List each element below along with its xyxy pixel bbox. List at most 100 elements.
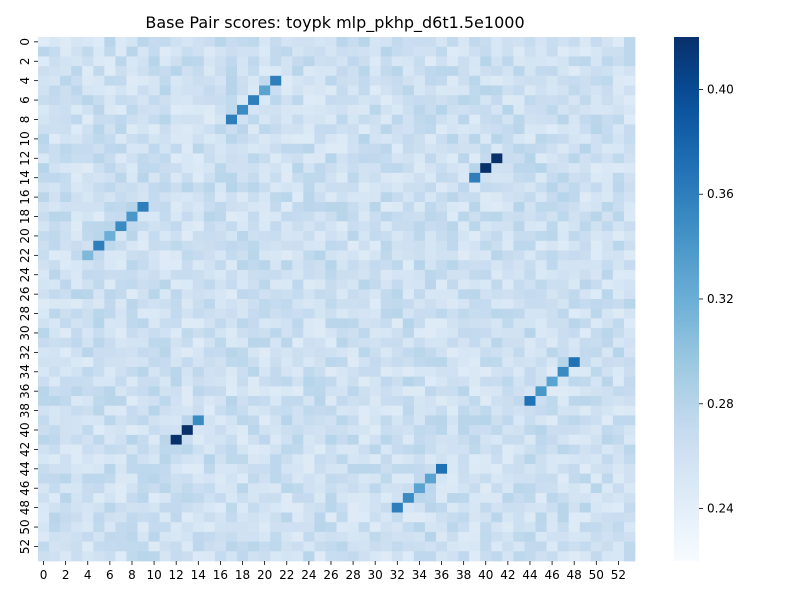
heatmap-cell — [579, 366, 592, 378]
heatmap-cell — [192, 541, 205, 552]
heatmap-cell — [60, 124, 72, 135]
x-tick-label: 48 — [567, 568, 582, 582]
heatmap-cell — [259, 308, 271, 319]
heatmap-cell — [447, 522, 459, 533]
heatmap-cell — [115, 37, 127, 48]
heatmap-cell — [71, 415, 83, 426]
heatmap-cell — [347, 250, 360, 261]
heatmap-cell — [491, 522, 503, 533]
heatmap-cell — [181, 454, 194, 465]
heatmap-cell — [104, 192, 116, 203]
heatmap-cell — [380, 211, 393, 222]
heatmap-cell — [612, 415, 625, 426]
heatmap-cell — [358, 347, 371, 358]
heatmap-cell — [281, 318, 293, 329]
heatmap-cell — [159, 279, 172, 290]
heatmap-cell — [590, 56, 603, 67]
heatmap-cell — [612, 318, 625, 329]
heatmap-cell — [104, 269, 116, 280]
heatmap-cell — [612, 46, 625, 57]
heatmap-cell — [248, 299, 260, 310]
heatmap-cell — [325, 531, 337, 542]
heatmap-cell — [192, 434, 205, 445]
heatmap-cell — [336, 454, 348, 465]
heatmap-cell — [170, 211, 183, 222]
heatmap-cell — [601, 37, 614, 48]
heatmap-cell — [38, 143, 50, 154]
heatmap-cell — [148, 299, 161, 310]
heatmap-cell — [214, 444, 227, 455]
y-tick-label: 16 — [18, 189, 32, 204]
heatmap-cell — [557, 289, 570, 300]
heatmap-cell — [38, 328, 50, 339]
heatmap-cell — [314, 114, 326, 125]
heatmap-cell — [590, 444, 603, 455]
heatmap-cell — [535, 66, 547, 77]
heatmap-cell — [391, 337, 404, 348]
heatmap-cell — [281, 95, 293, 106]
heatmap-cell — [270, 231, 282, 242]
heatmap-cell — [49, 502, 61, 513]
heatmap-cell — [248, 357, 260, 368]
heatmap-cell — [292, 269, 304, 280]
heatmap-cell-highlight — [181, 425, 194, 436]
heatmap-cell — [424, 541, 437, 552]
heatmap-cell — [623, 396, 636, 407]
heatmap-cell — [601, 85, 614, 96]
heatmap-cell — [568, 483, 581, 494]
heatmap-cell — [314, 337, 326, 348]
heatmap-cell — [225, 454, 238, 465]
heatmap-cell — [192, 85, 205, 96]
heatmap-cell — [380, 66, 393, 77]
heatmap-cell — [259, 269, 271, 280]
heatmap-cell — [192, 405, 205, 416]
heatmap-cell — [181, 522, 194, 533]
heatmap-cell — [281, 493, 293, 504]
heatmap-cell — [557, 250, 570, 261]
x-tick-label: 20 — [257, 568, 272, 582]
heatmap-cell — [203, 454, 216, 465]
heatmap-cell — [601, 192, 614, 203]
heatmap-cell — [336, 337, 348, 348]
heatmap-cell — [546, 240, 559, 251]
heatmap-cell — [469, 357, 481, 368]
heatmap-cell — [225, 396, 238, 407]
heatmap-cell — [601, 46, 614, 57]
heatmap-cell — [159, 95, 172, 106]
heatmap-cell — [469, 425, 481, 436]
heatmap-cell — [491, 66, 503, 77]
heatmap-cell — [38, 299, 50, 310]
heatmap-cell — [590, 192, 603, 203]
heatmap-cell — [237, 66, 249, 77]
heatmap-cell — [546, 95, 559, 106]
heatmap-cell — [303, 104, 315, 116]
heatmap-cell — [270, 289, 282, 300]
x-tick-label: 10 — [146, 568, 161, 582]
heatmap-cell — [237, 211, 249, 222]
heatmap-cell — [380, 182, 393, 193]
colorbar-tick-label: 0.40 — [707, 82, 734, 96]
heatmap-cell — [203, 192, 216, 203]
heatmap-cell — [115, 289, 127, 300]
chart-title: Base Pair scores: toypk mlp_pkhp_d6t1.5e… — [145, 13, 524, 33]
heatmap-cell — [358, 221, 371, 232]
heatmap-cell — [270, 95, 282, 106]
heatmap-cell — [93, 386, 105, 397]
heatmap-cell — [413, 143, 426, 154]
heatmap-cell — [424, 56, 437, 67]
heatmap-cell — [303, 337, 315, 348]
heatmap-cell — [336, 512, 348, 523]
heatmap-cell — [192, 250, 205, 261]
heatmap-cell — [502, 444, 514, 455]
heatmap-cell — [259, 143, 271, 154]
heatmap-cell — [237, 56, 249, 67]
heatmap-cell — [137, 37, 149, 48]
heatmap-cell — [623, 250, 636, 261]
heatmap-cell — [192, 172, 205, 183]
heatmap-cell — [601, 541, 614, 552]
heatmap-cell — [391, 75, 404, 86]
heatmap-cell — [314, 134, 326, 145]
heatmap-cell — [458, 425, 470, 436]
heatmap-cell — [601, 396, 614, 407]
heatmap-cell — [303, 134, 315, 145]
